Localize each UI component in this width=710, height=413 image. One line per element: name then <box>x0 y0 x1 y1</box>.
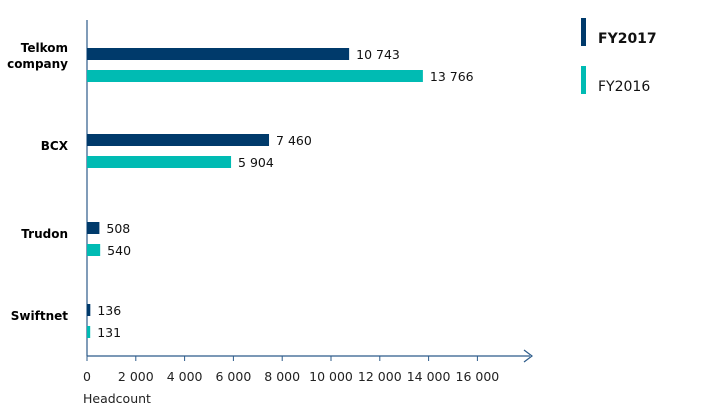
category-label: BCX <box>41 139 69 153</box>
data-label: 5 904 <box>238 155 274 170</box>
bar-fy2016 <box>87 156 232 168</box>
data-label: 13 766 <box>430 69 474 84</box>
data-label: 7 460 <box>276 133 312 148</box>
legend-label: FY2017 <box>598 31 657 47</box>
x-tick-label: 0 <box>83 369 91 384</box>
bar-fy2016 <box>87 326 91 338</box>
legend-label: FY2016 <box>598 79 650 95</box>
data-label: 131 <box>97 325 121 340</box>
bar-fy2017 <box>87 304 91 316</box>
x-tick-label: 2 000 <box>118 369 154 384</box>
x-axis-title: Headcount <box>83 391 151 406</box>
bar-fy2017 <box>87 134 270 146</box>
data-label: 136 <box>97 303 121 318</box>
category-label: Swiftnet <box>11 309 68 323</box>
category-label: Trudon <box>21 227 68 241</box>
data-label: 540 <box>107 243 131 258</box>
x-tick-label: 8 000 <box>264 369 300 384</box>
data-label: 508 <box>106 221 130 236</box>
x-tick-label: 4 000 <box>167 369 203 384</box>
category-label: company <box>7 57 68 71</box>
legend-swatch-fy2016 <box>581 66 586 94</box>
x-axis-arrow-icon <box>523 349 533 363</box>
bar-fy2017 <box>87 222 100 234</box>
bar-fy2016 <box>87 244 101 256</box>
bar-fy2016 <box>87 70 423 82</box>
x-tick-label: 6 000 <box>216 369 252 384</box>
x-tick-label: 16 000 <box>456 369 500 384</box>
x-tick-label: 12 000 <box>358 369 402 384</box>
x-tick-label: 10 000 <box>309 369 353 384</box>
x-tick-label: 14 000 <box>407 369 451 384</box>
bar-fy2017 <box>87 48 350 60</box>
data-label: 10 743 <box>356 47 400 62</box>
legend-swatch-fy2017 <box>581 18 586 46</box>
category-label: Telkom <box>21 41 68 55</box>
